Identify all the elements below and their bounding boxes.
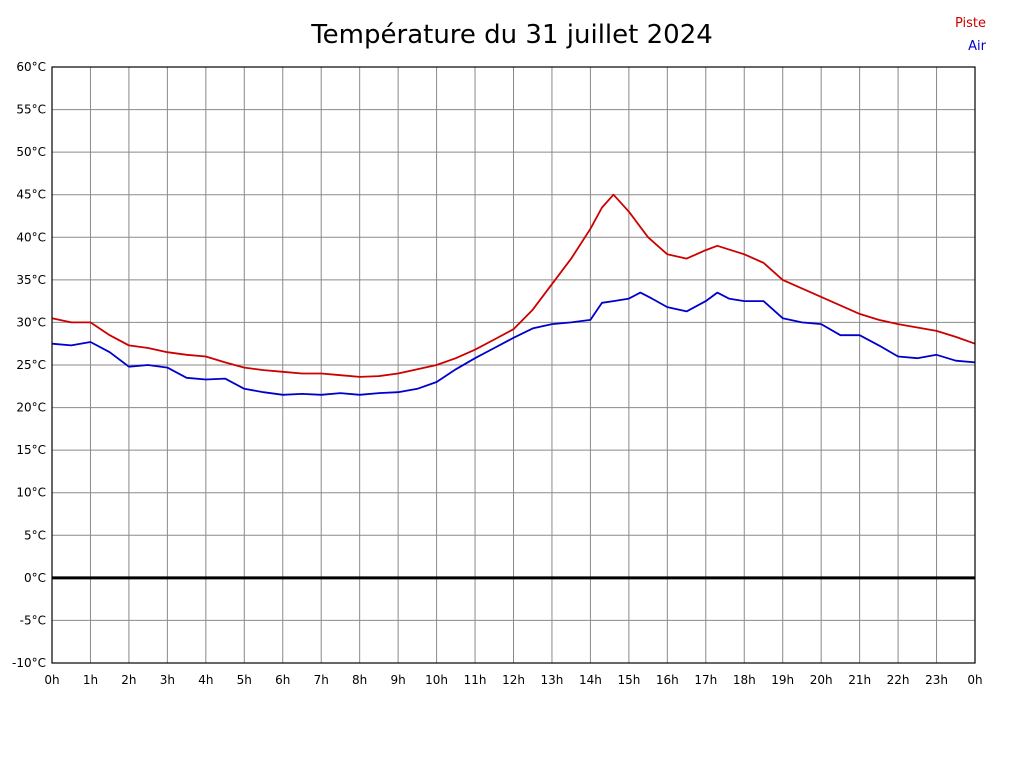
x-axis-tick-label: 13h: [541, 673, 564, 687]
x-axis-tick-label: 0h: [967, 673, 982, 687]
x-axis-tick-label: 7h: [314, 673, 329, 687]
x-axis-tick-label: 9h: [391, 673, 406, 687]
y-axis-tick-label: 40°C: [16, 230, 46, 244]
legend-item-air: Air: [968, 39, 986, 54]
x-axis-tick-label: 5h: [237, 673, 252, 687]
gridlines: [51, 66, 976, 664]
x-axis-tick-label: 6h: [275, 673, 290, 687]
x-axis-tick-label: 22h: [887, 673, 910, 687]
x-axis-tick-label: 14h: [579, 673, 602, 687]
series-line-piste: [51, 193, 976, 378]
y-axis-tick-label: 20°C: [16, 401, 46, 415]
plot-border: [51, 66, 976, 664]
legend-item-piste: Piste: [954, 16, 986, 31]
x-axis-tick-label: 16h: [656, 673, 679, 687]
x-axis-tick-label: 17h: [694, 673, 717, 687]
legend: Piste Air: [955, 12, 986, 58]
y-axis-tick-label: -10°C: [12, 656, 46, 670]
x-axis-tick-label: 21h: [848, 673, 871, 687]
series-lines: [51, 193, 976, 396]
y-axis-tick-label: 5°C: [24, 528, 46, 542]
series-line-air: [51, 291, 976, 396]
y-axis-tick-label: 25°C: [16, 358, 46, 372]
x-axis-tick-label: 1h: [83, 673, 98, 687]
x-axis-tick-label: 4h: [198, 673, 213, 687]
y-axis-tick-label: 10°C: [16, 486, 46, 500]
tick-labels: 0h 1h 2h 3h 4h 5h 6h 7h 8h 9h 10h 11h 12h 13h 14h 15h 16…: [12, 60, 983, 687]
y-axis-tick-label: 60°C: [16, 60, 46, 74]
chart-title: Température du 31 juillet 2024: [311, 20, 713, 50]
x-axis-tick-label: 2h: [121, 673, 136, 687]
x-axis-tick-label: 0h: [44, 673, 59, 687]
y-axis-tick-label: 35°C: [16, 273, 46, 287]
y-axis-tick-label: -5°C: [20, 613, 46, 627]
y-axis-tick-label: 55°C: [16, 103, 46, 117]
y-axis-tick-label: 15°C: [16, 443, 46, 457]
x-axis-tick-label: 3h: [160, 673, 175, 687]
y-axis-tick-label: 0°C: [24, 571, 46, 585]
x-axis-tick-label: 12h: [502, 673, 525, 687]
x-axis-tick-label: 11h: [464, 673, 487, 687]
x-axis-tick-label: 18h: [733, 673, 756, 687]
x-axis-tick-label: 10h: [425, 673, 448, 687]
y-axis-tick-label: 45°C: [16, 188, 46, 202]
x-axis-tick-label: 8h: [352, 673, 367, 687]
x-axis-tick-label: 23h: [925, 673, 948, 687]
x-axis-tick-label: 20h: [810, 673, 833, 687]
y-axis-tick-label: 30°C: [16, 315, 46, 329]
x-axis-tick-label: 15h: [617, 673, 640, 687]
y-axis-tick-label: 50°C: [16, 145, 46, 159]
x-axis-tick-label: 19h: [771, 673, 794, 687]
